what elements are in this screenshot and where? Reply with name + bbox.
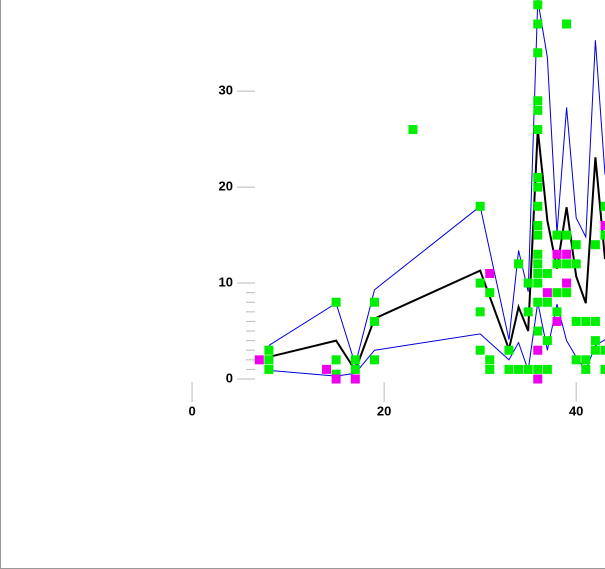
point xyxy=(533,230,543,240)
point xyxy=(562,278,572,288)
point xyxy=(408,125,418,135)
point xyxy=(533,364,543,374)
point xyxy=(600,201,605,211)
point xyxy=(514,259,524,269)
point xyxy=(600,345,605,355)
point xyxy=(533,374,543,384)
point xyxy=(331,369,341,379)
point xyxy=(571,316,581,326)
point xyxy=(571,240,581,250)
point xyxy=(581,364,591,374)
point xyxy=(475,345,485,355)
y-tick-label: 20 xyxy=(219,179,233,194)
point xyxy=(552,230,562,240)
point xyxy=(322,364,332,374)
point xyxy=(552,316,562,326)
point xyxy=(590,240,600,250)
point xyxy=(581,316,591,326)
point xyxy=(523,278,533,288)
point xyxy=(542,364,552,374)
series-line xyxy=(268,0,605,367)
point xyxy=(370,297,380,307)
point xyxy=(485,268,495,278)
point xyxy=(370,316,380,326)
x-tick-label: 0 xyxy=(188,403,195,418)
point xyxy=(542,268,552,278)
point xyxy=(600,230,605,240)
point xyxy=(331,374,341,384)
point xyxy=(370,355,380,365)
point xyxy=(475,307,485,317)
point xyxy=(533,345,543,355)
point xyxy=(552,249,562,259)
point xyxy=(485,288,495,298)
point xyxy=(533,278,543,288)
point xyxy=(504,364,514,374)
point xyxy=(264,355,274,365)
y-tick-label: 10 xyxy=(219,274,233,289)
series-line xyxy=(268,302,605,377)
point xyxy=(600,364,605,374)
point xyxy=(254,355,264,365)
point xyxy=(562,230,572,240)
point xyxy=(581,355,591,365)
point xyxy=(552,307,562,317)
point xyxy=(571,355,581,365)
point xyxy=(514,364,524,374)
point xyxy=(533,297,543,307)
point xyxy=(264,345,274,355)
y-tick-label: 0 xyxy=(226,370,233,385)
point xyxy=(485,355,495,365)
point xyxy=(533,268,543,278)
point xyxy=(533,19,543,29)
point xyxy=(552,288,562,298)
point xyxy=(350,355,360,365)
point xyxy=(600,220,605,230)
point xyxy=(533,48,543,58)
point xyxy=(331,297,341,307)
point xyxy=(485,364,495,374)
point xyxy=(562,259,572,269)
x-tick-label: 20 xyxy=(377,403,391,418)
point xyxy=(533,105,543,115)
point xyxy=(590,345,600,355)
point xyxy=(350,364,360,374)
point xyxy=(264,364,274,374)
point xyxy=(552,259,562,269)
series-line xyxy=(268,129,605,373)
point xyxy=(533,182,543,192)
point xyxy=(533,201,543,211)
point xyxy=(542,288,552,298)
point xyxy=(533,220,543,230)
point xyxy=(523,364,533,374)
point xyxy=(504,345,514,355)
point xyxy=(562,19,572,29)
point xyxy=(350,374,360,384)
point xyxy=(475,278,485,288)
point xyxy=(533,249,543,259)
point xyxy=(571,259,581,269)
point xyxy=(542,336,552,346)
point xyxy=(562,288,572,298)
point xyxy=(475,201,485,211)
point xyxy=(533,173,543,183)
point xyxy=(523,307,533,317)
point xyxy=(533,259,543,269)
point xyxy=(533,0,543,10)
point xyxy=(590,316,600,326)
point xyxy=(533,96,543,106)
x-tick-label: 40 xyxy=(569,403,583,418)
point xyxy=(533,326,543,336)
point xyxy=(542,297,552,307)
point xyxy=(331,355,341,365)
point xyxy=(590,336,600,346)
point xyxy=(533,125,543,135)
point xyxy=(562,249,572,259)
y-tick-label: 30 xyxy=(219,83,233,98)
